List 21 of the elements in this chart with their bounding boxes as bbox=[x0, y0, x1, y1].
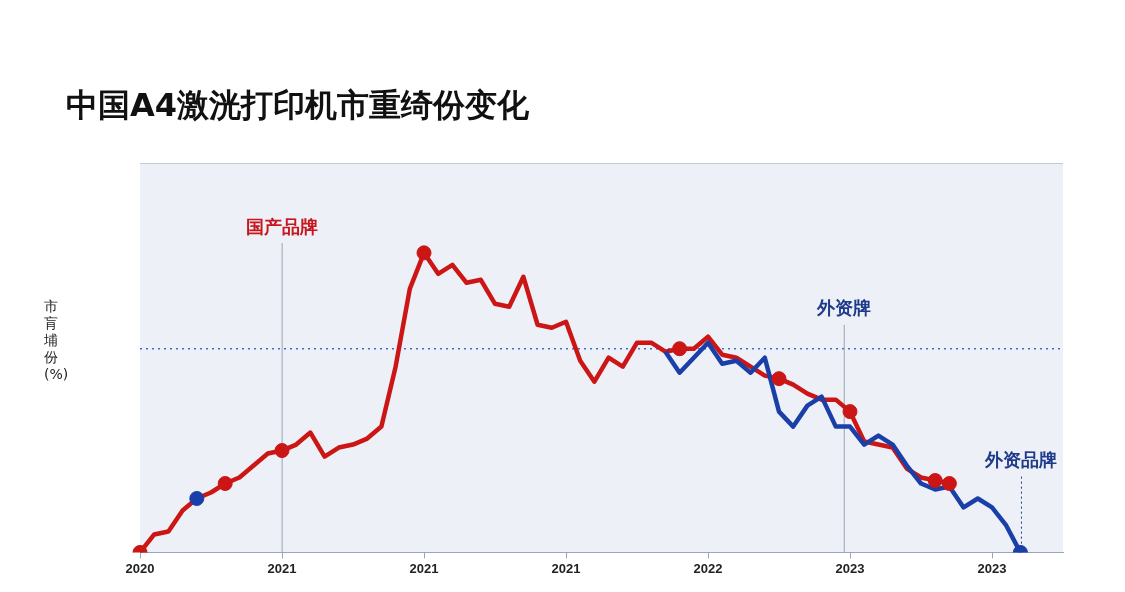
x-tick-label: 2021 bbox=[409, 560, 439, 576]
point bbox=[842, 404, 858, 420]
point bbox=[927, 473, 943, 489]
x-tick-label: 2022 bbox=[693, 560, 723, 576]
x-tick-label: 2020 bbox=[125, 560, 155, 576]
x-tick-label: 2023 bbox=[835, 560, 865, 576]
point bbox=[274, 443, 290, 459]
annotation: 外资牌 bbox=[816, 297, 872, 319]
point bbox=[217, 476, 233, 492]
point bbox=[941, 476, 957, 492]
point bbox=[672, 341, 688, 357]
text: 国产品牌 bbox=[246, 215, 319, 237]
point bbox=[189, 490, 205, 506]
x-tick-label: 2023 bbox=[977, 560, 1007, 576]
point bbox=[771, 371, 787, 387]
point bbox=[416, 245, 432, 261]
chart-title: 中国A4激洸打印机市重绮份变化 bbox=[66, 85, 530, 126]
annotation: 外资品牌 bbox=[984, 449, 1058, 471]
x-tick-label: 2021 bbox=[551, 560, 581, 576]
x-tick-label: 2021 bbox=[267, 560, 297, 576]
y-axis-title: 市肓埔份(%) bbox=[44, 298, 69, 383]
